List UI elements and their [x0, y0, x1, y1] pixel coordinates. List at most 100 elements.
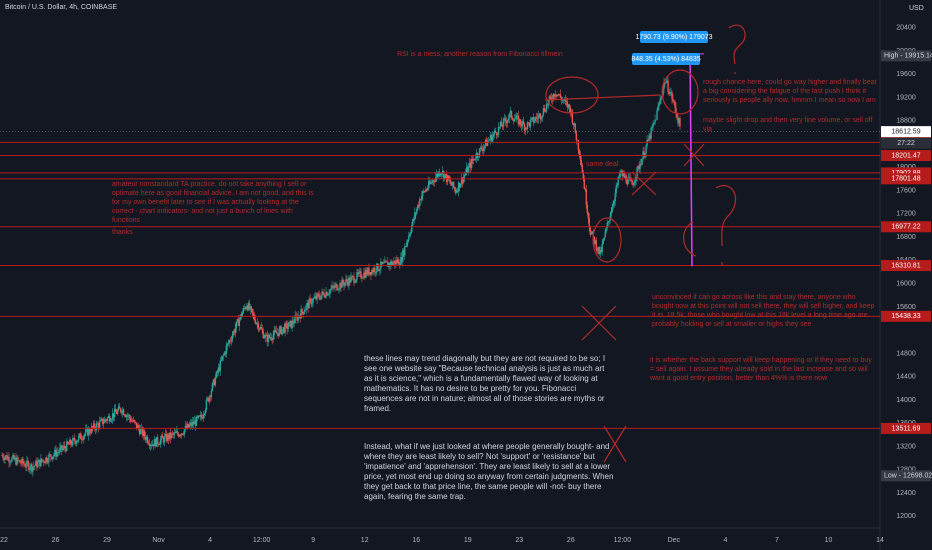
candle-body [612, 204, 614, 207]
candle-body [544, 111, 547, 113]
candle-body [226, 343, 229, 346]
rsi-annotation: RSI is a mess; another reason from Fibon… [397, 51, 563, 58]
candle-body [601, 243, 603, 252]
candle-body [95, 428, 97, 430]
candle-body [222, 355, 225, 357]
candle-body [438, 171, 440, 177]
candle-body [665, 82, 667, 84]
candle-body [539, 113, 542, 120]
candle-body [354, 282, 356, 283]
candle-body [395, 260, 397, 265]
candle-body [633, 182, 635, 186]
level-tag-label: 13511.69 [892, 425, 921, 432]
candle-body [419, 199, 421, 206]
candle-body [548, 96, 551, 101]
countdown-tag [881, 137, 931, 149]
candle-body [20, 462, 22, 464]
candle-body [309, 298, 311, 300]
measure-line [689, 53, 693, 267]
candle-body [662, 88, 664, 96]
candle-body [317, 293, 319, 295]
candle-body [623, 173, 625, 178]
candle-body [573, 123, 576, 126]
candle-body [555, 94, 558, 97]
candle-body [10, 461, 12, 463]
candle-body [248, 303, 250, 310]
time-tick-label: 7 [775, 537, 779, 544]
candle-body [387, 261, 389, 267]
candle-body [151, 444, 154, 447]
candle-body [634, 180, 636, 183]
candle-body [55, 449, 57, 457]
candle-body [194, 420, 197, 426]
candle-body [593, 236, 595, 244]
buy-sell-note: Instead, what if we just looked at where… [364, 442, 614, 501]
candle-body [110, 419, 113, 421]
candle-body [109, 420, 112, 422]
candle-body [650, 127, 652, 139]
candle-body [61, 445, 63, 451]
candle-body [520, 124, 523, 127]
candle-body [32, 466, 34, 472]
candle-body [213, 379, 216, 386]
candle-body [349, 277, 351, 283]
candle-body [525, 127, 528, 129]
candle-body [562, 99, 565, 101]
rough-chance-annotation: rough chance here, could go way higher a… [703, 79, 877, 104]
candle-body [256, 322, 258, 324]
candle-body [599, 249, 601, 255]
candle-body [568, 104, 571, 108]
candle-body [71, 444, 73, 446]
candle-body [506, 120, 509, 124]
candle-body [565, 100, 568, 102]
candle-body [153, 439, 156, 447]
x-mark [603, 425, 627, 463]
candle-body [114, 408, 117, 413]
price-tick-label: 18800 [896, 118, 916, 125]
candle-body [93, 423, 95, 428]
candle-body [408, 235, 410, 241]
candle-body [645, 145, 647, 154]
candle-body [45, 457, 47, 463]
candle-body [608, 220, 610, 222]
candle-body [273, 330, 275, 336]
candle-body [147, 442, 150, 444]
candle-body [653, 122, 655, 124]
candle-body [399, 264, 401, 266]
candle-body [144, 436, 147, 440]
candle-body [156, 437, 159, 444]
candle-body [324, 296, 326, 298]
candle-body [133, 420, 136, 422]
candle-body [461, 177, 464, 183]
candle-body [36, 460, 38, 468]
candle-body [199, 414, 202, 417]
candle-body [512, 119, 515, 122]
current-price-label: 18612.59 [891, 128, 920, 135]
candle-body [471, 159, 474, 161]
candle-body [613, 200, 615, 205]
candle-body [409, 234, 411, 236]
candle-body [35, 460, 37, 466]
candle-body [425, 189, 427, 192]
candle-body [495, 132, 498, 136]
candle-body [398, 259, 400, 265]
candle-body [239, 314, 241, 320]
bracket-mark [683, 221, 697, 257]
candle-body [293, 323, 295, 324]
candle-body [59, 447, 61, 452]
candle-body [126, 415, 129, 417]
candle-body [152, 444, 155, 447]
candle-body [318, 294, 320, 298]
candle-body [169, 432, 172, 438]
candle-body [655, 119, 657, 121]
candle-body [355, 279, 357, 283]
candle-body [500, 121, 503, 127]
candle-body [466, 167, 469, 173]
candle-body [353, 276, 355, 283]
candle-body [307, 302, 309, 309]
candle-body [66, 441, 68, 451]
candle-body [561, 99, 564, 101]
candle-body [274, 330, 276, 332]
diagonal-lines-note: these lines may trend diagonally but the… [364, 354, 606, 413]
